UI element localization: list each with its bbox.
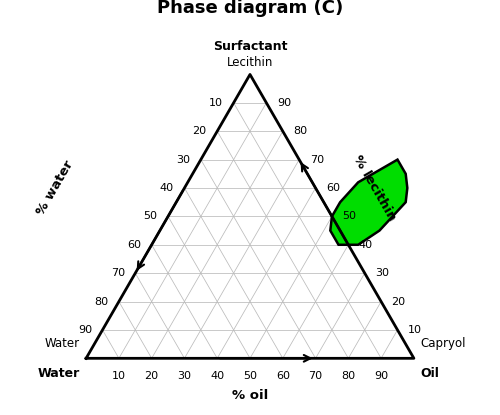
Text: 80: 80: [294, 126, 308, 136]
Text: 90: 90: [277, 98, 291, 108]
Text: % lecithin: % lecithin: [350, 153, 399, 223]
Text: 30: 30: [176, 155, 190, 165]
Text: 80: 80: [342, 371, 355, 381]
Text: 70: 70: [308, 371, 322, 381]
Polygon shape: [330, 160, 407, 245]
Text: % water: % water: [34, 158, 76, 217]
Title: Phase diagram (C): Phase diagram (C): [157, 0, 343, 17]
Text: 20: 20: [192, 126, 206, 136]
Text: 10: 10: [408, 325, 422, 335]
Text: 90: 90: [78, 325, 92, 335]
Text: 30: 30: [375, 268, 389, 278]
Text: Lecithin: Lecithin: [227, 56, 273, 68]
Text: 20: 20: [392, 297, 406, 307]
Text: 60: 60: [127, 240, 141, 250]
Text: 10: 10: [209, 98, 223, 108]
Text: 80: 80: [94, 297, 108, 307]
Text: 40: 40: [160, 183, 174, 193]
Text: 40: 40: [210, 371, 224, 381]
Text: Surfactant: Surfactant: [213, 40, 287, 53]
Text: 60: 60: [276, 371, 290, 381]
Text: 70: 70: [110, 268, 125, 278]
Text: 50: 50: [144, 211, 158, 221]
Text: Water: Water: [38, 366, 80, 379]
Text: 50: 50: [342, 211, 356, 221]
Text: Capryol: Capryol: [420, 337, 466, 350]
Text: 90: 90: [374, 371, 388, 381]
Text: 20: 20: [144, 371, 158, 381]
Text: 60: 60: [326, 183, 340, 193]
Text: Oil: Oil: [420, 366, 440, 379]
Text: 50: 50: [243, 371, 257, 381]
Text: Water: Water: [44, 337, 80, 350]
Text: 30: 30: [178, 371, 192, 381]
Text: 10: 10: [112, 371, 126, 381]
Text: % oil: % oil: [232, 389, 268, 403]
Text: 40: 40: [359, 240, 373, 250]
Text: 70: 70: [310, 155, 324, 165]
